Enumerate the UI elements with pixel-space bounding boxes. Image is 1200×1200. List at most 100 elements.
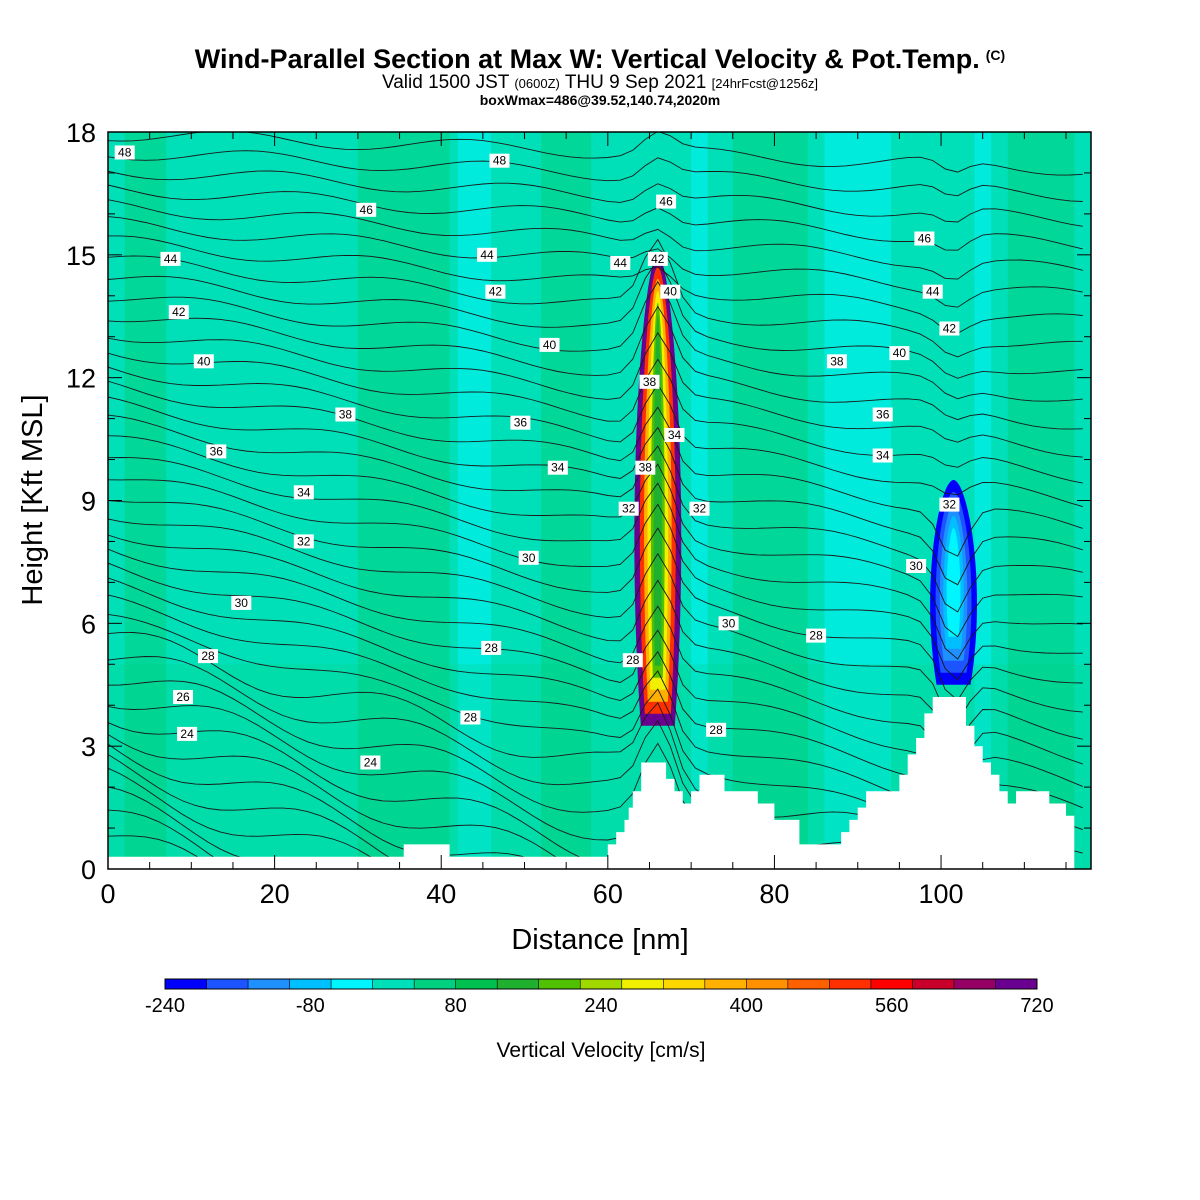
contour-label: 46 [656,194,677,209]
y-tick-label: 18 [66,118,96,148]
colorbar-swatch [455,979,498,989]
contour-label-box [173,690,193,704]
colorbar-label: -80 [296,995,325,1017]
contour-label: 38 [335,407,356,422]
colorbar-swatch [497,979,540,989]
contour-label-box [706,722,727,737]
contour-label-box [293,534,314,549]
band-negative [824,132,892,869]
terrain-fill [108,697,1091,869]
contour-label: 40 [193,354,214,369]
contour-label-text: 44 [480,248,494,262]
colorbar-swatch [663,979,706,989]
colorbar-swatch [538,979,581,989]
contour-label-text: 30 [909,559,923,573]
x-tick-label: 40 [426,879,456,909]
contour-label-text: 42 [489,285,503,299]
theta-contour-line [108,305,1083,430]
contour-label-text: 46 [360,203,374,217]
contour-label: 48 [489,153,510,168]
contour-label-text: 40 [893,346,907,360]
contour-label: 42 [939,321,960,336]
theta-contour-line [108,457,1083,660]
contour-label: 34 [872,448,893,463]
colorbar-swatch [995,979,1038,989]
theta-contour-line [108,352,1083,484]
theta-contour-line [108,479,1083,681]
contour-label-box [914,231,935,246]
contour-label-text: 28 [709,723,723,737]
contour-label-box [231,595,252,610]
theta-contour-line [108,258,1083,379]
x-tick-label: 100 [919,879,964,909]
contour-label-text: 36 [876,408,890,422]
contour-label-text: 38 [830,354,844,368]
y-axis-title: Height [Kft MSL] [17,394,49,605]
contour-label-text: 38 [639,461,653,475]
contour-label-text: 32 [693,502,707,516]
theta-contour-line [108,199,1083,280]
contour-label-box [489,153,510,168]
contour-label: 42 [647,251,668,266]
contour-label-box [206,444,227,459]
theta-contour-line [108,235,1083,334]
contour-label-text: 42 [651,252,665,266]
contour-label-box [160,251,181,266]
contour-label: 28 [706,722,727,737]
colorbar-label: -240 [145,995,185,1017]
contour-label-text: 32 [622,502,636,516]
contour-label-text: 28 [626,653,640,667]
x-tick-label: 20 [260,879,290,909]
colorbar-swatch [829,979,872,989]
contour-label-box [660,284,681,299]
colorbar-swatch [912,979,955,989]
contour-label: 44 [160,251,181,266]
contour-label: 32 [293,534,314,549]
contour-label: 30 [718,616,739,631]
contour-label-text: 34 [551,461,565,475]
theta-contour-line [108,680,781,869]
contour-label-text: 30 [235,596,249,610]
theta-contour-line [108,280,1083,402]
contour-label: 30 [518,550,539,565]
valid-utc: (0600Z) [514,76,560,91]
contour-label-box [656,194,677,209]
contour-label-box [485,284,506,299]
contour-label-box [718,616,739,631]
contour-label-box [889,346,910,361]
contour-label-box [481,640,502,655]
contour-label: 46 [914,231,935,246]
contour-label-box [939,497,960,512]
contour-label-text: 38 [643,375,657,389]
contour-label-text: 34 [876,449,890,463]
contour-label-box [193,354,214,369]
contour-label-box [806,628,827,643]
colorbar-swatch [953,979,996,989]
theta-contour-line [108,500,1083,701]
contour-label-box [872,448,893,463]
contour-label-box [939,321,960,336]
contour-label-text: 38 [339,408,353,422]
colorbar-swatch [372,979,415,989]
contour-label-box [293,485,314,500]
contour-label-text: 26 [176,690,190,704]
contour-label-box [356,202,377,217]
contour-label-text: 24 [180,727,194,741]
contour-label-text: 40 [664,285,678,299]
contour-label-text: 40 [197,354,211,368]
contour-label-box [198,649,218,664]
contour-label-box [664,428,685,442]
contour-label: 36 [206,444,227,459]
contour-label-text: 34 [668,428,682,442]
theta-contour-line [108,705,751,869]
colorbar-swatch [746,979,789,989]
theta-contour-line [108,767,390,869]
band-positive [541,132,592,869]
contour-label-text: 36 [210,444,224,458]
valid-prefix: Valid 1500 JST [381,72,510,93]
contour-label-text: 48 [118,146,132,160]
theta-contour-line [108,548,1083,773]
contour-label-box [906,559,927,573]
contour-label-text: 42 [943,322,957,336]
